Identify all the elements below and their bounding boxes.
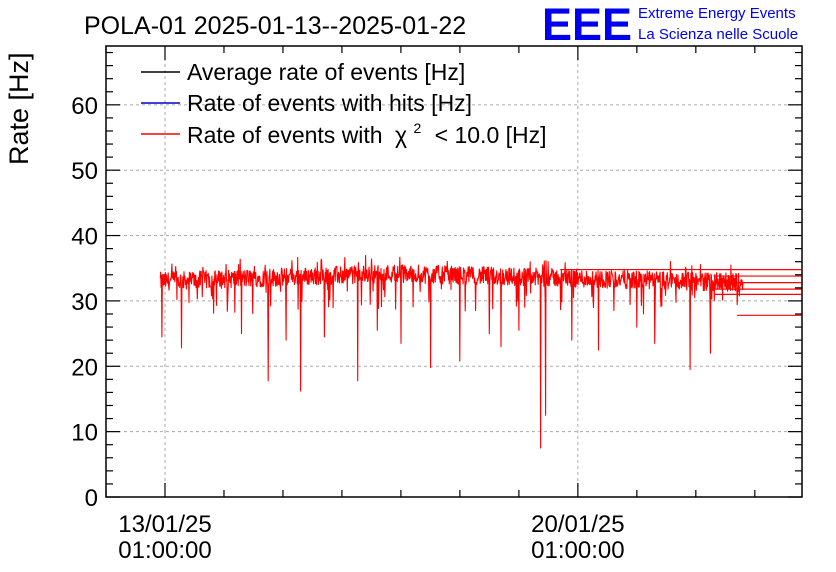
legend-label-chi2: Rate of events with χ 2 < 10.0 [Hz] bbox=[187, 112, 547, 148]
y-tick-label-50: 50 bbox=[71, 158, 98, 185]
plot-frame-rect bbox=[105, 45, 803, 498]
y-tick-label-40: 40 bbox=[71, 224, 98, 251]
y-tick-label-60: 60 bbox=[71, 93, 98, 120]
x-tick-time-1: 01:00:00 bbox=[531, 537, 624, 564]
legend-label-hits: Rate of events with hits [Hz] bbox=[187, 90, 472, 116]
legend-label-average: Average rate of events [Hz] bbox=[187, 59, 465, 85]
y-tick-label-20: 20 bbox=[71, 354, 98, 381]
legend-chi2-suffix: < 10.0 [Hz] bbox=[435, 122, 547, 148]
y-tick-label-10: 10 bbox=[71, 420, 98, 447]
x-tick-time-0: 01:00:00 bbox=[118, 537, 211, 564]
eee-logo: EEE Extreme Energy Events La Scienza nel… bbox=[542, 0, 798, 50]
plot-frame bbox=[105, 45, 803, 498]
x-tick-date-0: 13/01/25 bbox=[118, 511, 211, 538]
eee-logo-mark: EEE bbox=[542, 0, 632, 50]
legend-chi-superscript: 2 bbox=[413, 120, 421, 136]
legend: Average rate of events [Hz] Rate of even… bbox=[141, 59, 547, 148]
grid-lines bbox=[106, 46, 802, 497]
eee-logo-line1: Extreme Energy Events bbox=[638, 5, 796, 22]
series-rate-chi2 bbox=[159, 254, 802, 449]
y-axis-label: Rate [Hz] bbox=[4, 52, 34, 165]
y-tick-labels: 0 10 20 30 40 50 60 bbox=[71, 93, 98, 512]
legend-chi-symbol: χ bbox=[395, 122, 407, 148]
axis-ticks bbox=[105, 46, 802, 498]
series-rate-chi2-line bbox=[159, 254, 744, 449]
y-tick-label-0: 0 bbox=[85, 485, 98, 512]
eee-logo-line2: La Scienza nelle Scuole bbox=[638, 26, 798, 43]
x-tick-date-1: 20/01/25 bbox=[531, 511, 624, 538]
y-tick-label-30: 30 bbox=[71, 289, 98, 316]
legend-chi2-prefix: Rate of events with bbox=[187, 122, 383, 148]
chart-title: POLA-01 2025-01-13--2025-01-22 bbox=[84, 12, 466, 40]
